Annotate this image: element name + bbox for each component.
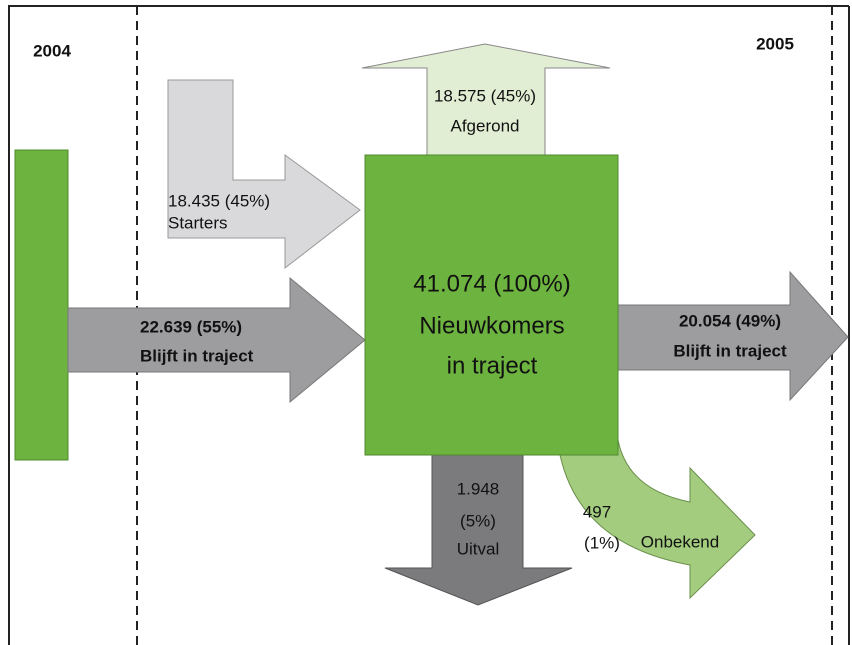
center-box [364, 154, 619, 456]
inflow-arrow [67, 276, 366, 404]
year-bar [14, 149, 69, 461]
afgerond-arrow [361, 43, 611, 156]
onbekend-arrow [559, 439, 756, 600]
center-label: Nieuwkomers [419, 312, 564, 339]
flow-label: Uitval [457, 539, 500, 558]
year-label: 2004 [33, 41, 71, 60]
flow-label: 497 [583, 502, 611, 521]
flow-label: 1.948 [457, 479, 500, 498]
flow-label: 18.435 (45%) [168, 191, 270, 210]
flow-label: Starters [168, 213, 228, 232]
flow-label: 18.575 (45%) [434, 86, 536, 105]
uitval-arrow [384, 454, 573, 606]
flow-label: Blijft in traject [140, 346, 254, 365]
starters-arrow [167, 79, 361, 270]
year-label: 2005 [756, 34, 794, 53]
flow-label: (5%) [460, 511, 496, 530]
flow-label: Onbekend [641, 532, 719, 551]
flow-label: 22.639 (55%) [140, 317, 242, 336]
flow-label: 20.054 (49%) [679, 311, 781, 330]
flow-label: (1%) [584, 533, 620, 552]
center-label: 41.074 (100%) [413, 270, 570, 297]
outflow-arrow [617, 270, 849, 402]
center-label: in traject [447, 352, 538, 379]
flow-label: Afgerond [451, 116, 520, 135]
flow-label: Blijft in traject [673, 341, 787, 360]
